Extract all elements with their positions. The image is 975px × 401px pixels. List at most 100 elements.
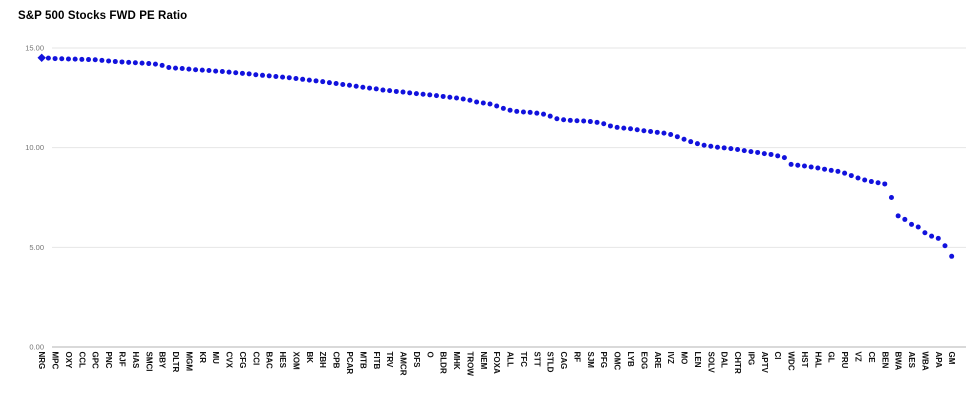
x-tick-label: FOXA [492,352,501,374]
data-point [862,177,868,183]
x-tick-label: SJM [586,352,595,369]
data-point [480,100,486,106]
x-tick-label: BEN [880,352,889,369]
data-point [213,68,219,74]
data-point [320,79,326,85]
x-tick-label: LEN [693,352,702,368]
data-point [460,96,466,102]
data-point [668,132,674,138]
data-point [239,70,245,76]
x-tick-label: PFG [599,352,608,368]
data-point [92,57,98,63]
x-tick-label: GL [827,352,836,363]
x-tick-label: DLTR [171,352,180,373]
x-tick-label: STT [532,352,541,367]
data-point [106,58,112,64]
data-point [541,111,547,117]
data-point [360,84,366,90]
y-tick-label: 10.00 [25,143,44,152]
x-tick-label: GM [947,352,956,365]
data-point [902,216,908,222]
x-tick-label: IVZ [666,352,675,365]
data-point [788,161,794,167]
data-point [822,166,828,172]
data-point [601,121,607,127]
data-point [139,60,145,66]
data-point [65,56,71,62]
data-point [393,88,399,94]
x-tick-label: CAG [559,352,568,370]
x-tick-label: MTB [358,352,367,370]
data-point [507,107,513,113]
data-point [875,180,881,186]
data-point [193,67,199,73]
x-tick-label: RF [572,352,581,363]
data-point [179,66,185,72]
x-tick-label: AMCR [399,352,408,376]
x-tick-label: CCI [251,352,260,366]
data-point [52,56,58,62]
data-point [815,165,821,171]
data-point [694,141,700,147]
x-tick-label: RJF [117,352,126,367]
data-point [527,109,533,115]
x-tick-label: CFG [238,352,247,369]
data-point [795,162,801,168]
x-tick-label: O [425,352,434,358]
x-tick-label: BAC [265,352,274,370]
x-tick-label: SOLV [706,352,715,374]
data-point [373,86,379,92]
data-point [848,173,854,179]
x-tick-label: CHTR [733,352,742,374]
x-tick-label: NRG [37,352,46,370]
x-tick-label: IPG [746,352,755,366]
x-tick-label: AES [907,352,916,369]
data-point [607,123,613,129]
data-point [741,148,747,154]
data-point [567,117,573,123]
data-point [761,151,767,157]
x-tick-label: BBY [158,352,167,370]
data-point [909,221,915,227]
data-point [474,99,480,105]
data-point [949,253,955,259]
x-tick-label: HAS [131,352,140,370]
data-point [260,72,266,78]
data-point [454,95,460,101]
data-point [433,93,439,99]
data-point [206,68,212,74]
data-point [628,126,634,132]
data-point [353,83,359,89]
data-point [721,145,727,151]
data-point [688,139,694,145]
data-point [400,89,406,95]
data-point [126,59,132,65]
data-point [728,146,734,152]
x-tick-label: TRV [385,352,394,369]
x-tick-label: WDC [787,352,796,371]
data-point [514,108,520,114]
data-point [835,168,841,174]
data-point [554,116,560,122]
data-point [614,124,620,130]
data-point [641,128,647,134]
data-point [842,170,848,176]
x-tick-label: MHK [452,352,461,370]
data-point [273,74,279,80]
data-point [112,59,118,65]
data-point [935,235,941,241]
data-point [132,60,138,66]
data-point [440,93,446,99]
data-point [534,110,540,116]
data-point [152,61,158,67]
x-tick-label: CVX [225,352,234,369]
data-point [714,144,720,150]
data-point [701,142,707,148]
x-tick-label: MGM [184,352,193,372]
x-tick-label: CCL [77,352,86,369]
x-tick-label: MO [680,352,689,365]
data-point [708,143,714,149]
data-point [333,80,339,86]
